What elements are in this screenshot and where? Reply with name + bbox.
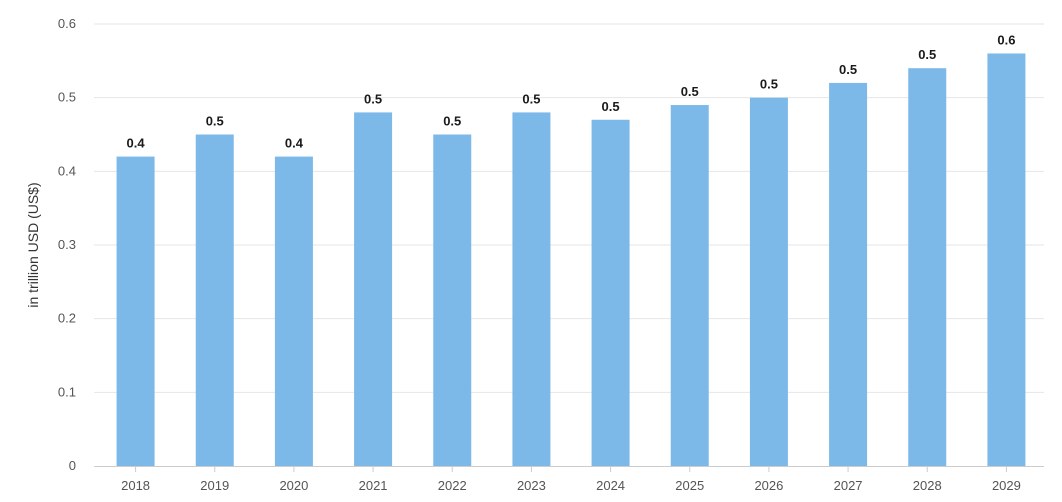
data-label-2028: 0.5 — [918, 47, 936, 62]
y-tick-label: 0.3 — [58, 237, 76, 252]
bar-2020[interactable] — [274, 156, 313, 466]
data-label-2019: 0.5 — [206, 114, 224, 129]
data-label-2018: 0.4 — [127, 136, 146, 151]
y-tick-label: 0.2 — [58, 311, 76, 326]
data-label-2025: 0.5 — [681, 84, 699, 99]
y-axis-title: in trillion USD (US$) — [25, 182, 41, 307]
data-label-2023: 0.5 — [522, 91, 540, 106]
bar-2025[interactable] — [670, 105, 709, 467]
bar-2029[interactable] — [987, 53, 1026, 466]
bar-2027[interactable] — [829, 82, 868, 466]
gridlines — [94, 23, 1044, 393]
data-labels: 0.4 0.5 0.4 0.5 0.5 0.5 0.5 0.5 0.5 0.5 0.5 0.6 — [127, 32, 1016, 150]
y-tick-label: 0 — [69, 458, 76, 473]
bars — [116, 53, 1026, 467]
bar-2022[interactable] — [433, 134, 472, 467]
bar-2019[interactable] — [195, 134, 234, 467]
data-label-2026: 0.5 — [760, 77, 778, 92]
x-tick-label: 2024 — [596, 478, 625, 493]
x-tick-label: 2019 — [200, 478, 229, 493]
x-tick-label: 2021 — [359, 478, 388, 493]
bar-2024[interactable] — [591, 119, 630, 467]
data-label-2022: 0.5 — [443, 114, 461, 129]
x-tick-label: 2020 — [279, 478, 308, 493]
data-label-2027: 0.5 — [839, 62, 857, 77]
x-axis: 2018 2019 2020 2021 2022 2023 2024 2025 2026 2027… — [94, 466, 1044, 493]
bar-2026[interactable] — [749, 97, 788, 467]
data-label-2024: 0.5 — [602, 99, 620, 114]
bar-2021[interactable] — [354, 112, 393, 467]
x-tick-label: 2018 — [121, 478, 150, 493]
bar-2028[interactable] — [908, 68, 947, 466]
data-label-2021: 0.5 — [364, 91, 382, 106]
data-label-2029: 0.6 — [997, 32, 1015, 47]
x-tick-label: 2025 — [675, 478, 704, 493]
y-tick-label: 0.5 — [58, 90, 76, 105]
x-tick-label: 2029 — [992, 478, 1021, 493]
x-tick-label: 2022 — [438, 478, 467, 493]
y-tick-label: 0.1 — [58, 384, 76, 399]
y-axis: 0 0.1 0.2 0.3 0.4 0.5 0.6 — [58, 16, 76, 473]
bar-2023[interactable] — [512, 112, 551, 467]
x-tick-label: 2023 — [517, 478, 546, 493]
x-tick-label: 2028 — [913, 478, 942, 493]
data-label-2020: 0.4 — [285, 136, 304, 151]
x-tick-label: 2027 — [834, 478, 863, 493]
x-tick-label: 2026 — [754, 478, 783, 493]
bar-2018[interactable] — [116, 156, 155, 466]
y-tick-label: 0.6 — [58, 16, 76, 31]
y-tick-label: 0.4 — [58, 163, 76, 178]
